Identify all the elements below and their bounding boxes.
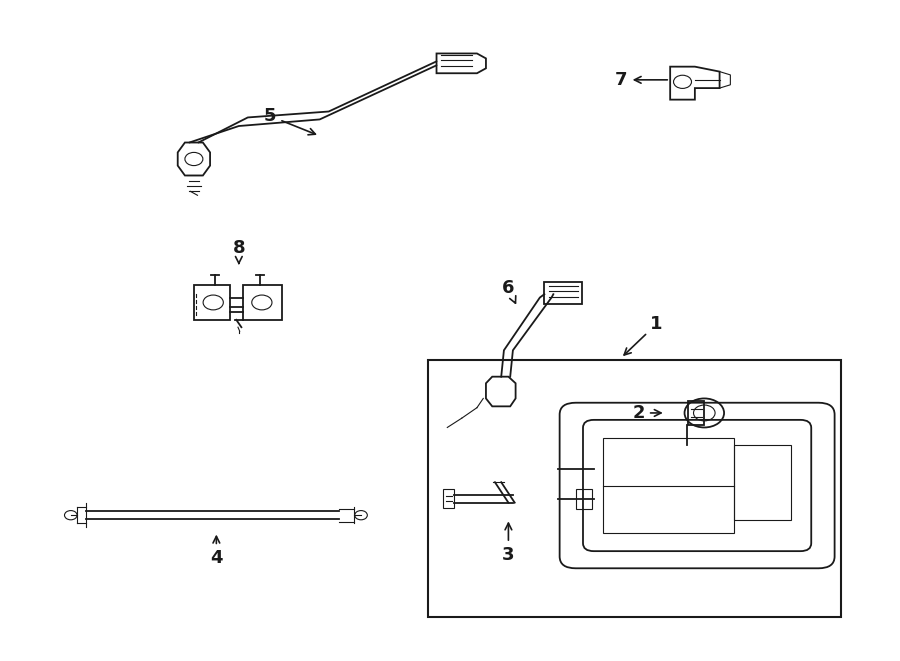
Text: 5: 5 [264,107,315,135]
Text: 8: 8 [232,239,245,264]
Text: 6: 6 [502,279,516,303]
Bar [428,360,841,617]
FancyBboxPatch shape [583,420,811,551]
Text: 3: 3 [502,523,515,564]
Text: 4: 4 [210,536,222,567]
Text: 7: 7 [615,71,668,89]
Text: 1: 1 [624,315,663,355]
Text: 2: 2 [633,404,661,422]
